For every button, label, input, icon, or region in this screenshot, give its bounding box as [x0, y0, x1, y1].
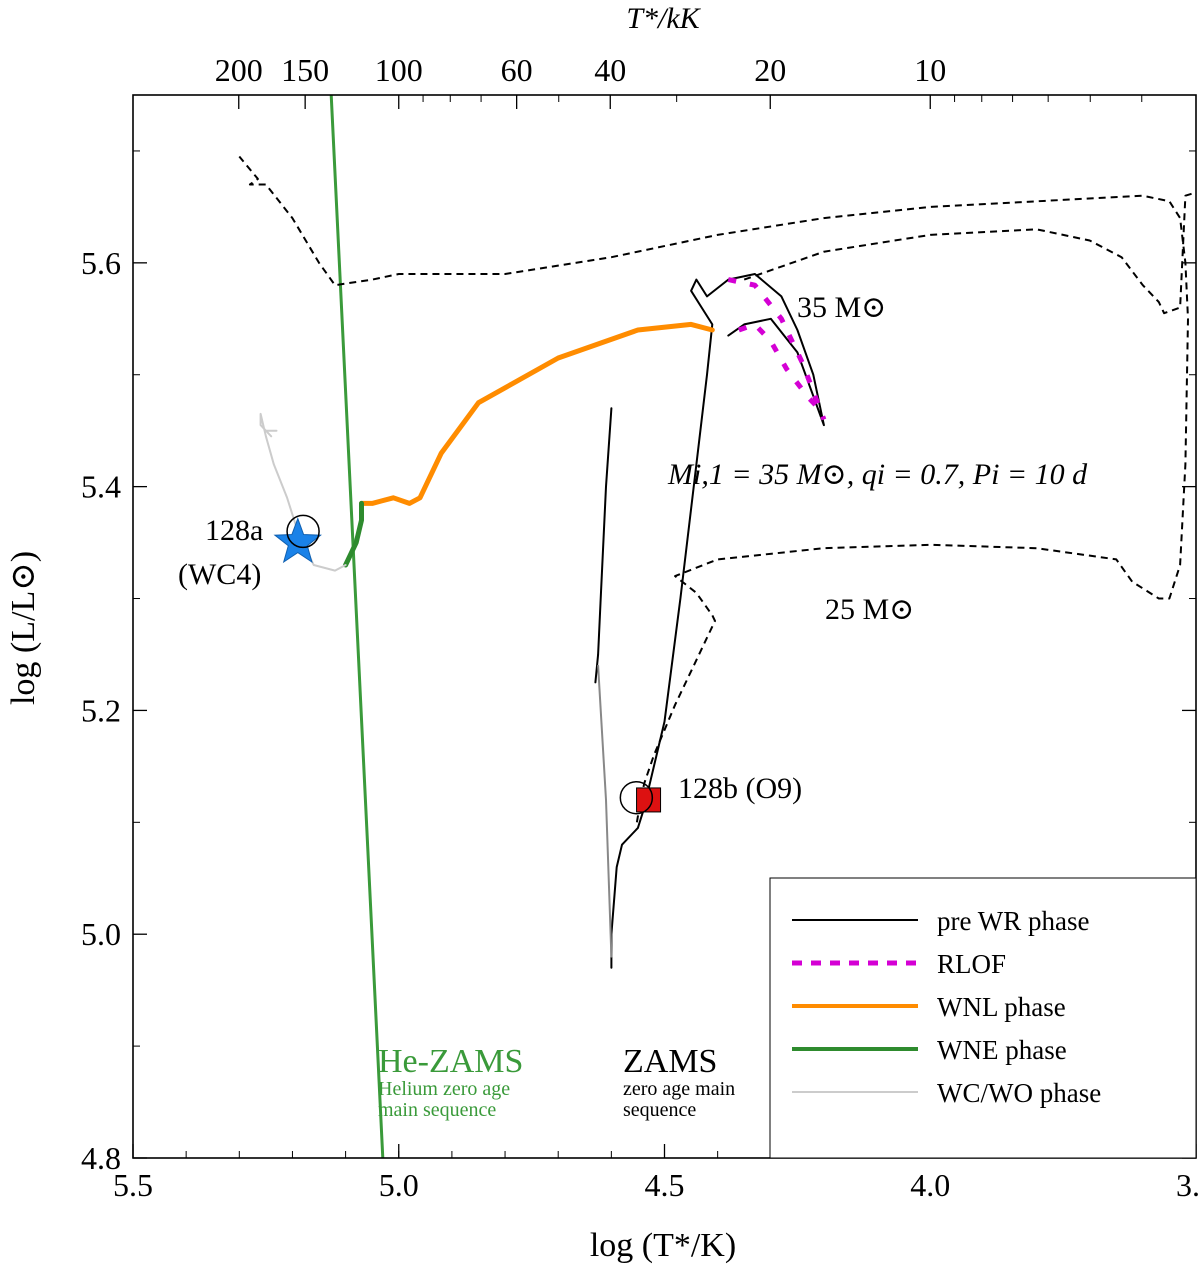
x-tick-label: 4.0 — [910, 1167, 950, 1203]
he-zams-subtitle-2: main sequence — [378, 1099, 496, 1121]
series-he-zams — [329, 95, 385, 1158]
series-layer — [238, 95, 1196, 1158]
series-wne-phase — [343, 500, 364, 568]
series-35-msun-single-track-dashed- — [238, 155, 1189, 823]
x-tick-label: 4.5 — [645, 1167, 685, 1203]
x-tick-label: 5.0 — [379, 1167, 419, 1203]
label-25-msun: 25 M⊙ — [825, 593, 914, 626]
he-zams-title: He-ZAMS — [378, 1043, 523, 1080]
series-rlof — [727, 277, 827, 421]
top-tick-label: 200 — [215, 52, 263, 88]
top-tick-label: 20 — [754, 52, 786, 88]
tick-label-layer: 5.5 5.0 4.5 4.0 3.5 4.8 5.0 5.2 5.4 5.6 200 150 100 6… — [81, 52, 1200, 1203]
zams-title: ZAMS — [623, 1043, 717, 1080]
he-zams-subtitle-1: Helium zero age — [378, 1078, 510, 1100]
legend-label-wne: WNE phase — [937, 1035, 1067, 1065]
legend-box — [769, 877, 1197, 1159]
series-binary-pre-wr-phase — [610, 273, 825, 969]
x-axis-label: log (T*/K) — [590, 1227, 736, 1264]
zams-subtitle-1: zero age main — [623, 1078, 735, 1100]
x-tick-label: 3.5 — [1176, 1167, 1200, 1203]
binary-parameters-label: Mi,1 = 35 M⊙, qi = 0.7, Pi = 10 d — [667, 458, 1088, 491]
legend-label-pre-wr: pre WR phase — [937, 906, 1089, 936]
label-128a: 128a — [205, 514, 263, 547]
y-tick-label: 5.0 — [81, 916, 121, 952]
y-tick-label: 4.8 — [81, 1140, 121, 1176]
y-tick-label: 5.4 — [81, 469, 121, 505]
series-binary-early-branch — [594, 407, 613, 684]
series-35-msun-upper-track-dashed- — [743, 191, 1196, 315]
series-wc-wo-phase — [259, 412, 347, 572]
legend: pre WR phase RLOF WNL phase WNE phase WC… — [769, 877, 1197, 1159]
top-tick-label: 150 — [281, 52, 329, 88]
legend-label-wc-wo: WC/WO phase — [937, 1078, 1101, 1108]
marker-128b-observed — [619, 780, 654, 815]
y-tick-label: 5.6 — [81, 245, 121, 281]
label-35-msun: 35 M⊙ — [797, 291, 886, 324]
marker-128a-observed — [286, 514, 320, 549]
top-tick-label: 40 — [594, 52, 626, 88]
x-tick-label: 5.5 — [113, 1167, 153, 1203]
label-128b: 128b (O9) — [678, 772, 802, 805]
top-axis-label: T*/kK — [626, 2, 701, 35]
marker-128a-wc4- — [273, 517, 322, 564]
marker-layer — [273, 514, 662, 815]
top-tick-label: 10 — [914, 52, 946, 88]
y-axis-label: log (L/L⊙) — [5, 551, 42, 705]
series-wnl-phase — [359, 321, 715, 506]
y-tick-label: 5.2 — [81, 692, 121, 728]
series-rlof-2 — [738, 321, 826, 416]
top-tick-label: 60 — [501, 52, 533, 88]
legend-label-wnl: WNL phase — [937, 992, 1066, 1022]
zams-subtitle-2: sequence — [623, 1099, 696, 1121]
legend-label-rlof: RLOF — [937, 949, 1006, 979]
series-binary-gray-early-segment — [597, 664, 613, 958]
top-tick-label: 100 — [375, 52, 423, 88]
label-128a-type: (WC4) — [178, 558, 261, 591]
